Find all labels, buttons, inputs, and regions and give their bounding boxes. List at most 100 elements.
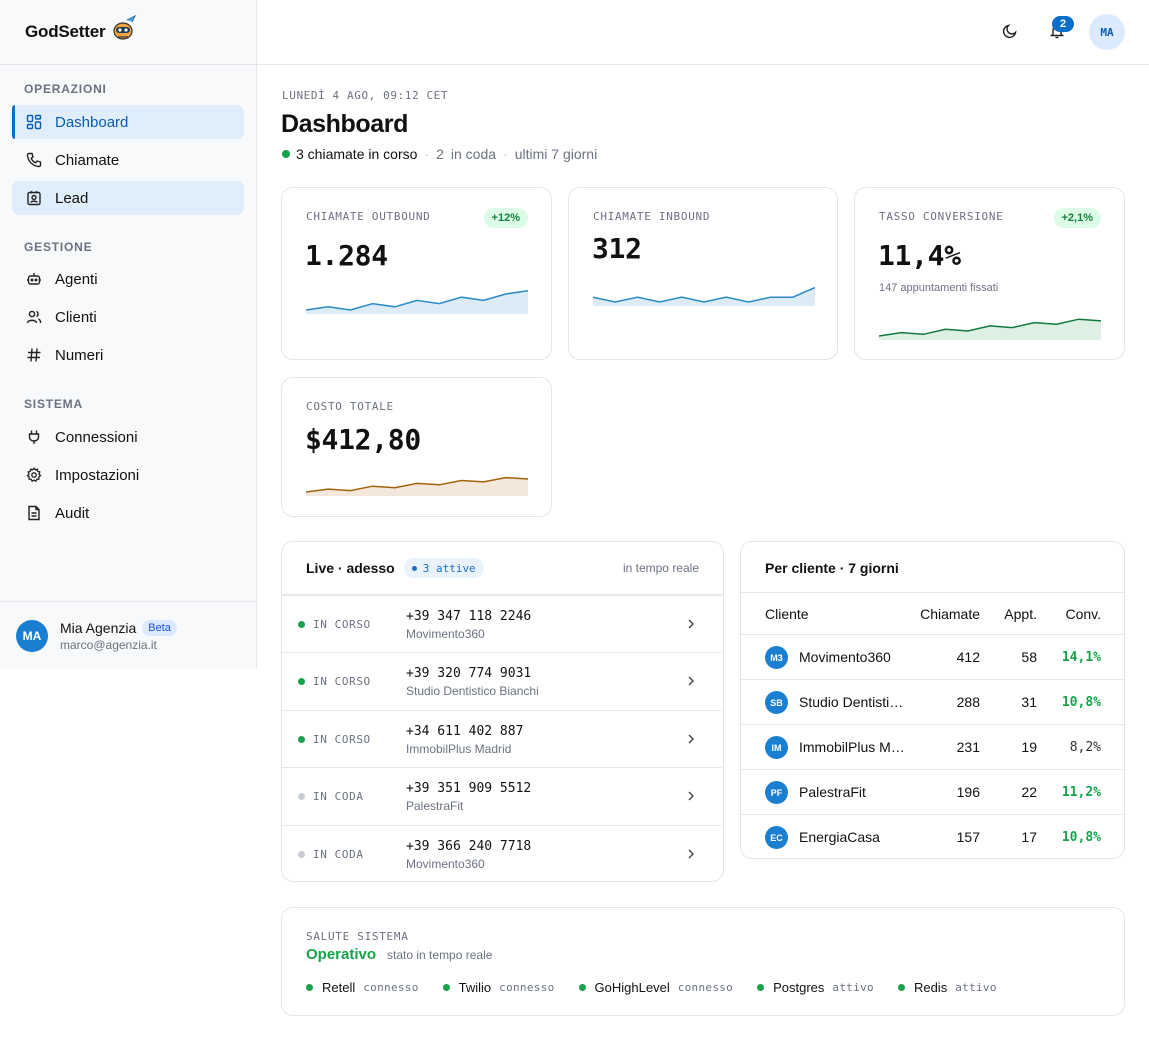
realtime-label: in tempo reale: [622, 561, 699, 575]
avatar: MA: [16, 619, 48, 652]
chevron-right-icon: [688, 849, 694, 859]
client-conv: 10,8%: [1061, 830, 1101, 845]
live-call-row[interactable]: IN CORSO +39 347 118 2246 Movimento360: [282, 595, 722, 652]
active-calls: 3 chiamate in corso: [296, 146, 418, 162]
health-status: Operativo: [306, 946, 377, 963]
chevron-right-icon: [688, 791, 694, 801]
sidebar-item-lead[interactable]: Lead: [12, 181, 244, 215]
sparkline-line: [306, 290, 528, 311]
kpi-value: $412,80: [305, 423, 421, 456]
account-switcher[interactable]: MA Mia Agenzia Beta marco@agenzia.it: [0, 601, 256, 669]
call-client: ImmobilPlus Madrid: [406, 742, 512, 756]
client-name: ImmobilPlus M…: [799, 739, 905, 755]
bot-icon: [26, 271, 42, 287]
per-cliente-panel: Per cliente · 7 giorni Cliente Chiamate …: [740, 541, 1125, 859]
sidebar-item-numeri[interactable]: Numeri: [12, 338, 244, 372]
live-call-row[interactable]: IN CODA +39 351 909 5512 PalestraFit: [282, 767, 722, 825]
service-gohighlevel: GoHighLevel connesso: [578, 980, 734, 995]
client-appts: 19: [1021, 739, 1037, 755]
kpi-value: 312: [592, 232, 642, 265]
sparkline: [593, 286, 815, 306]
sparkline-line: [879, 318, 1101, 337]
hash-icon: [26, 347, 42, 363]
sparkline-line: [306, 476, 528, 493]
sparkline-area: [879, 319, 1101, 340]
system-health-panel: SALUTE SISTEMA Operativo stato in tempo …: [281, 907, 1125, 1016]
client-calls: 196: [956, 784, 980, 800]
phone-icon: [26, 152, 42, 168]
kpi-card-conversione: TASSO CONVERSIONE +2,1% 11,4% 147 appunt…: [854, 187, 1125, 360]
per-cliente-title: Per cliente · 7 giorni: [765, 560, 899, 576]
sidebar-item-label: Connessioni: [55, 428, 138, 446]
client-appts: 31: [1021, 694, 1037, 710]
sidebar-item-dashboard[interactable]: Dashboard: [12, 105, 244, 139]
kpi-note: 147 appuntamenti fissati: [879, 282, 999, 294]
sparkline-area: [593, 287, 815, 306]
chevron-right-icon: [688, 734, 694, 744]
col-appt[interactable]: Appt.: [1004, 606, 1037, 622]
delta-badge: +2,1%: [1053, 208, 1101, 228]
client-name: EnergiaCasa: [799, 829, 880, 845]
kpi-value: 1.284: [305, 239, 388, 272]
client-avatar: EC: [765, 826, 788, 849]
live-call-row[interactable]: IN CORSO +34 611 402 887 ImmobilPlus Mad…: [282, 710, 722, 767]
kpi-card-outbound: CHIAMATE OUTBOUND +12% 1.284: [281, 187, 552, 360]
datestamp: LUNEDÌ 4 AGO, 09:12 CET: [282, 89, 449, 102]
table-row[interactable]: IM ImmobilPlus M… 231 19 8,2%: [741, 724, 1124, 769]
health-label: SALUTE SISTEMA: [306, 930, 409, 943]
live-dot: [282, 150, 290, 158]
sparkline-area: [306, 290, 528, 314]
col-chiamate[interactable]: Chiamate: [920, 606, 980, 622]
sidebar-item-agenti[interactable]: Agenti: [12, 262, 244, 296]
sidebar-item-label: Chiamate: [55, 151, 120, 169]
client-conv: 11,2%: [1061, 785, 1101, 800]
call-status: IN CODA: [298, 790, 364, 803]
sparkline: [306, 290, 528, 314]
notification-badge: 2: [1052, 16, 1074, 32]
client-avatar: M3: [765, 646, 788, 669]
client-avatar: PF: [765, 781, 788, 804]
sidebar-item-chiamate[interactable]: Chiamate: [12, 143, 244, 177]
live-title: Live · adesso: [306, 560, 395, 576]
live-call-row[interactable]: IN CODA +39 366 240 7718 Movimento360: [282, 825, 722, 881]
sparkline-line: [593, 286, 815, 303]
sidebar-item-connessioni[interactable]: Connessioni: [12, 420, 244, 454]
sparkline: [306, 476, 528, 496]
sidebar-item-impostazioni[interactable]: Impostazioni: [12, 458, 244, 492]
call-client: Studio Dentistico Bianchi: [406, 684, 539, 698]
sidebar-item-clienti[interactable]: Clienti: [12, 300, 244, 334]
page-title: Dashboard: [281, 110, 408, 138]
sidebar-item-audit[interactable]: Audit: [12, 496, 244, 530]
table-row[interactable]: PF PalestraFit 196 22 11,2%: [741, 769, 1124, 814]
user-avatar[interactable]: MA: [1089, 14, 1125, 50]
sidebar-item-label: Clienti: [55, 308, 97, 326]
table-row[interactable]: SB Studio Dentisti… 288 31 10,8%: [741, 679, 1124, 724]
nav-section-gestione: GESTIONE: [24, 240, 93, 254]
live-panel-header: Live · adesso 3 attive in tempo reale: [282, 542, 723, 595]
client-conv: 8,2%: [1069, 740, 1101, 755]
table-row[interactable]: EC EnergiaCasa 157 17 10,8%: [741, 814, 1124, 858]
client-calls: 412: [956, 649, 980, 665]
plug-icon: [26, 429, 42, 445]
col-conv[interactable]: Conv.: [1065, 606, 1101, 622]
moon-icon[interactable]: [1002, 23, 1018, 44]
kpi-card-inbound: CHIAMATE INBOUND 312: [568, 187, 838, 360]
file-icon: [26, 505, 42, 521]
kpi-card-costo: COSTO TOTALE $412,80: [281, 377, 552, 517]
brand-logo-icon: [113, 14, 137, 40]
account-name: Mia Agenzia: [60, 619, 137, 636]
sparkline: [879, 318, 1101, 340]
live-call-row[interactable]: IN CORSO +39 320 774 9031 Studio Dentist…: [282, 652, 722, 710]
kpi-value: 11,4%: [878, 239, 961, 272]
col-cliente[interactable]: Cliente: [765, 606, 809, 622]
table-row[interactable]: M3 Movimento360 412 58 14,1%: [741, 634, 1124, 679]
call-status: IN CODA: [298, 848, 364, 861]
client-conv: 14,1%: [1061, 650, 1101, 665]
kpi-label: CHIAMATE INBOUND: [593, 210, 711, 223]
chevron-right-icon: [688, 619, 694, 629]
call-phone: +39 366 240 7718: [406, 839, 532, 854]
beta-badge: Beta: [142, 619, 177, 636]
client-conv: 10,8%: [1061, 695, 1101, 710]
nav-section-operazioni: OPERAZIONI: [24, 82, 107, 96]
brand[interactable]: GodSetter: [0, 0, 256, 65]
